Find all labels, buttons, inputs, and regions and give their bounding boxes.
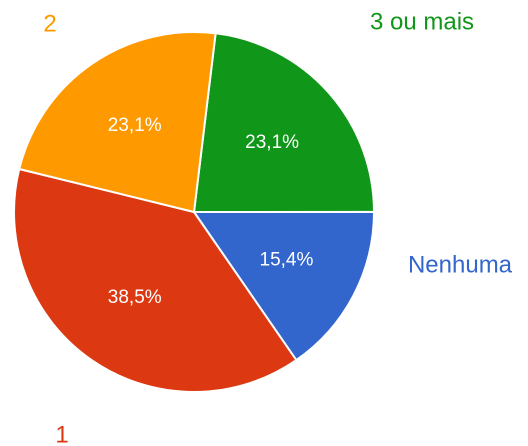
slice-label: 15,4% bbox=[260, 249, 314, 270]
legend-label: 3 ou mais bbox=[370, 8, 474, 35]
pie-slice bbox=[192, 210, 376, 362]
legend-label: 2 bbox=[43, 10, 56, 37]
pie-slice bbox=[192, 32, 376, 214]
legend-label: 1 bbox=[55, 421, 68, 446]
pie-slice bbox=[18, 31, 217, 214]
slice-label: 23,1% bbox=[245, 132, 299, 153]
slice-label: 23,1% bbox=[108, 115, 162, 136]
pie-slice bbox=[13, 167, 298, 393]
slice-label: 38,5% bbox=[108, 287, 162, 308]
legend-label: Nenhuma bbox=[408, 251, 513, 278]
